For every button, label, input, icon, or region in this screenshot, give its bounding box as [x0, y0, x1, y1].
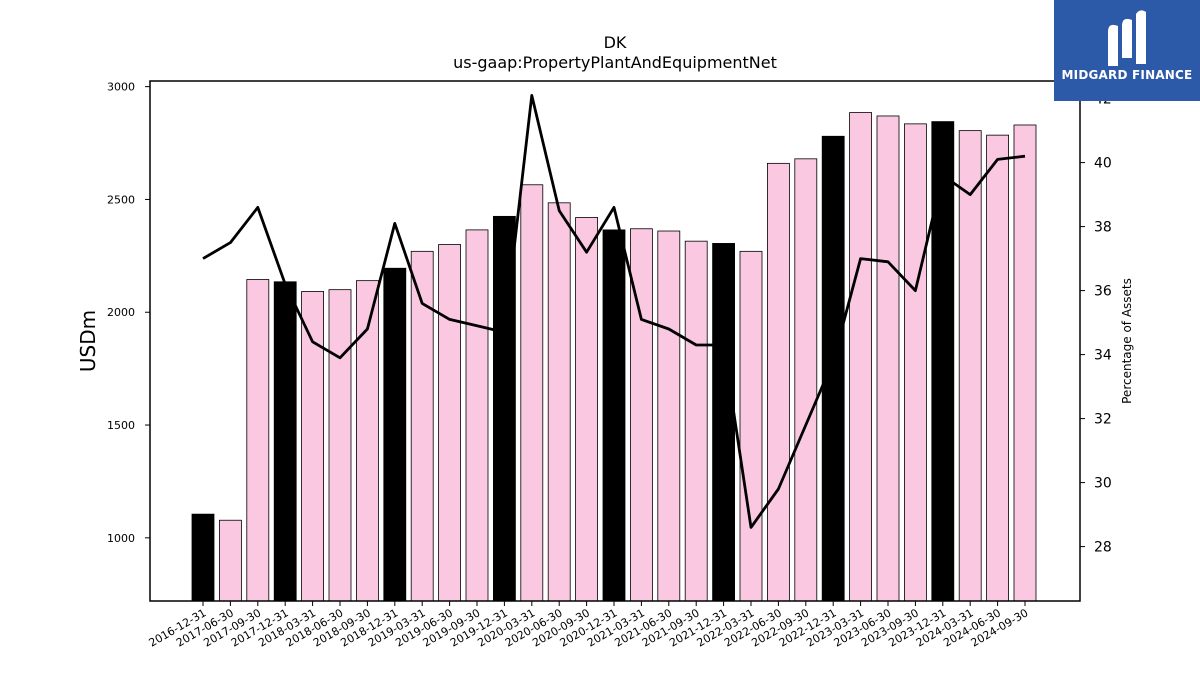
y-tick-label-1500: 1500: [107, 419, 135, 432]
line-layer: [202, 94, 1026, 529]
y-axis-label: USDm: [76, 310, 100, 372]
brand-logo: MIDGARD FINANCE: [1054, 0, 1200, 101]
chart-title: DK: [604, 33, 627, 52]
bar-2024-09-30: [1013, 124, 1037, 602]
y2-tick-label-38: 38: [1094, 220, 1112, 236]
bar-2023-09-30: [904, 123, 927, 602]
logo-mark-icon: [1108, 10, 1146, 66]
bar-2020-12-31: [602, 229, 626, 602]
logo-text: MIDGARD FINANCE: [1061, 68, 1193, 82]
bar-2022-06-30: [767, 162, 790, 602]
bar-2019-09-30: [465, 229, 489, 602]
y2-axis-label: Percentage of Assets: [1120, 278, 1134, 404]
chart-subtitle: us-gaap:PropertyPlantAndEquipmentNet: [453, 53, 777, 72]
bar-2020-03-31: [520, 184, 544, 602]
bar-2024-06-30: [986, 134, 1009, 602]
bar-2018-12-31: [383, 267, 407, 602]
bar-2023-12-31: [931, 121, 955, 602]
bar-2018-03-31: [301, 291, 325, 602]
bar-2021-12-31: [712, 243, 735, 602]
bar-2022-12-31: [821, 135, 845, 602]
y2-tick-label-36: 36: [1094, 284, 1112, 300]
bar-2022-03-31: [739, 250, 763, 602]
y-tick-label-2500: 2500: [107, 193, 135, 206]
bar-2017-12-31: [273, 281, 297, 602]
bar-2017-09-30: [246, 279, 270, 602]
y2-tick-label-40: 40: [1094, 156, 1112, 172]
y-tick-label-2000: 2000: [107, 306, 135, 319]
bar-2016-12-31: [191, 513, 215, 602]
plot-frame: [149, 80, 1081, 602]
bar-2018-06-30: [328, 289, 352, 602]
bar-2023-03-31: [849, 112, 872, 602]
bar-2021-09-30: [684, 240, 708, 602]
y2-tick-label-32: 32: [1094, 412, 1112, 428]
bar-2019-06-30: [438, 244, 462, 602]
y2-tick-label-34: 34: [1094, 348, 1112, 364]
bars-layer: [191, 112, 1037, 602]
bar-2022-09-30: [794, 158, 818, 602]
bar-2024-03-31: [958, 130, 982, 602]
y2-tick-label-28: 28: [1094, 540, 1112, 556]
y-tick-label-3000: 3000: [107, 81, 135, 94]
bar-2023-06-30: [876, 115, 900, 602]
percentage-line: [202, 94, 1026, 529]
y-tick-label-1000: 1000: [107, 532, 135, 545]
y2-tick-label-30: 30: [1094, 476, 1112, 492]
bar-2017-06-30: [218, 519, 242, 602]
bar-2021-06-30: [657, 230, 681, 602]
bar-2020-09-30: [575, 217, 598, 602]
bar-2020-06-30: [547, 202, 571, 602]
